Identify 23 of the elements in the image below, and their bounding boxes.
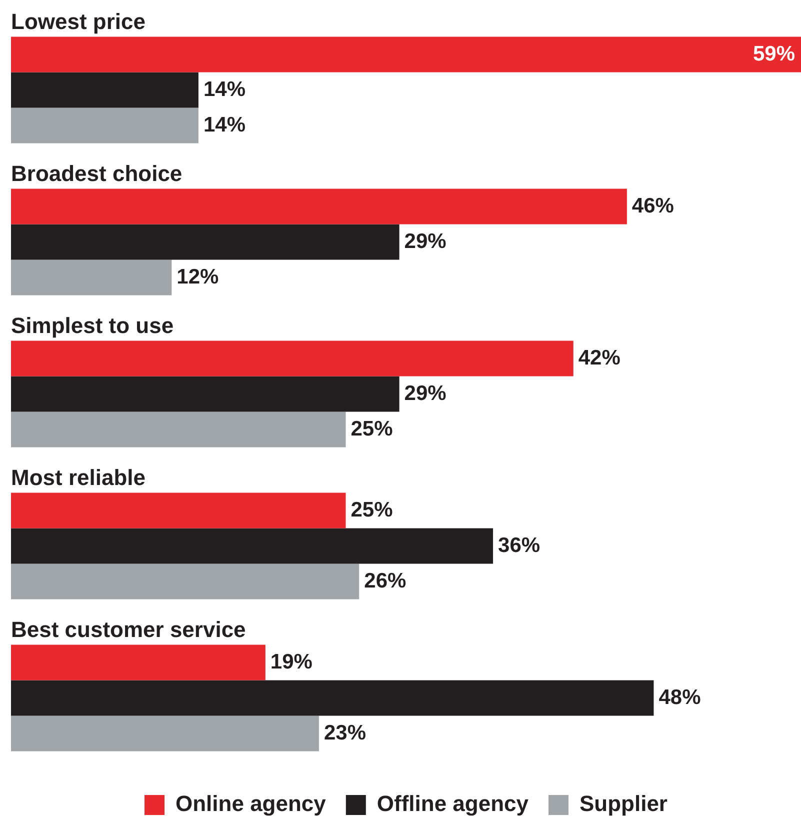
data-label: 25%	[350, 498, 394, 522]
data-label: 46%	[632, 194, 674, 218]
data-label: 59%	[752, 42, 796, 66]
data-label: 36%	[498, 534, 540, 557]
data-label: 48%	[658, 686, 702, 709]
y-tick-label: Broadest choice	[11, 160, 182, 186]
legend-label: Online agency	[176, 791, 327, 816]
data-label: 26%	[364, 569, 406, 592]
data-label: 29%	[404, 382, 447, 405]
legend-label: Offline agency	[376, 791, 530, 816]
data-label: 19%	[270, 650, 313, 674]
y-tick-label: Most reliable	[11, 464, 146, 490]
data-label: 42%	[578, 346, 621, 370]
data-label: 12%	[176, 265, 220, 288]
data-label: 23%	[324, 721, 366, 744]
data-label: 29%	[404, 230, 447, 253]
data-label: 14%	[203, 113, 246, 136]
y-tick-label: Simplest to use	[11, 312, 174, 338]
data-label: 14%	[203, 78, 246, 101]
y-tick-label: Lowest price	[11, 8, 146, 34]
y-tick-label: Best customer service	[11, 616, 246, 642]
data-label: 25%	[350, 417, 394, 440]
legend-label: Supplier	[579, 791, 668, 816]
